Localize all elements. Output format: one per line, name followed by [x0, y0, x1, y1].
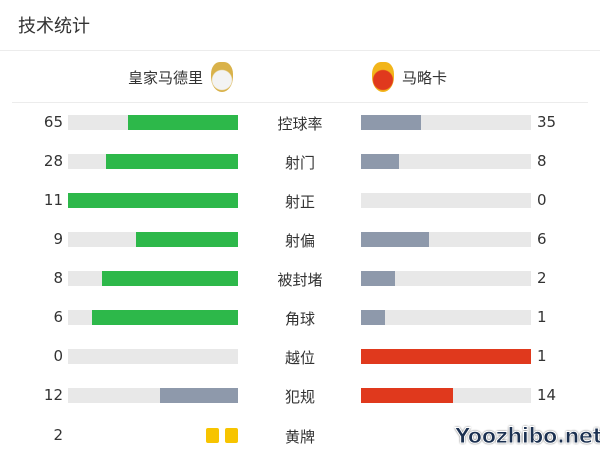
away-bar-fill: [361, 349, 531, 364]
home-bar-fill: [105, 154, 238, 169]
divider: [12, 102, 588, 103]
stat-row: 11 射正 0: [0, 191, 600, 211]
away-value: 35: [537, 113, 557, 131]
home-bar-fill: [136, 232, 238, 247]
stat-label: 犯规: [284, 388, 315, 406]
home-team: 皇家马德里: [128, 62, 234, 92]
home-bar: [68, 349, 238, 364]
away-team: 马略卡: [372, 62, 447, 92]
away-bar: [361, 232, 531, 247]
stat-label: 越位: [284, 349, 315, 367]
away-value: 6: [537, 230, 547, 248]
away-bar-fill: [361, 310, 386, 325]
stat-row: 8 被封堵 2: [0, 269, 600, 289]
home-value: 12: [43, 386, 63, 404]
away-bar-fill: [361, 154, 399, 169]
stat-row: 12 犯规 14: [0, 386, 600, 406]
away-bar: [361, 349, 531, 364]
home-value: 0: [53, 347, 63, 365]
home-bar: [68, 388, 238, 403]
stat-row: 0 越位 1: [0, 347, 600, 367]
home-value: 28: [43, 152, 63, 170]
home-bar-fill: [159, 388, 238, 403]
away-value: 0: [537, 191, 547, 209]
away-bar: [361, 115, 531, 130]
yellow-card-icon: [206, 428, 219, 443]
stat-row-yellow-cards: 2 黄牌: [0, 426, 600, 446]
away-bar-fill: [361, 115, 421, 130]
stat-label: 黄牌: [284, 428, 315, 446]
away-bar: [361, 154, 531, 169]
home-bar: [68, 193, 238, 208]
stat-label: 角球: [284, 310, 315, 328]
stat-row: 9 射偏 6: [0, 230, 600, 250]
home-value: 8: [53, 269, 63, 287]
stat-label: 射偏: [284, 232, 315, 250]
home-value: 2: [53, 426, 63, 444]
away-bar: [361, 193, 531, 208]
stat-row: 28 射门 8: [0, 152, 600, 172]
away-bar: [361, 310, 531, 325]
mallorca-crest-icon: [372, 62, 394, 92]
away-bar-fill: [361, 271, 395, 286]
stat-label: 射正: [284, 193, 315, 211]
stat-row: 6 角球 1: [0, 308, 600, 328]
away-value: 8: [537, 152, 547, 170]
page-title: 技术统计: [18, 16, 90, 37]
home-bar-fill: [127, 115, 238, 130]
away-bar-fill: [361, 388, 453, 403]
home-bar-fill: [68, 193, 238, 208]
home-bar: [68, 271, 238, 286]
home-value: 65: [43, 113, 63, 131]
away-bar-fill: [361, 232, 429, 247]
away-bar: [361, 271, 531, 286]
away-value: 2: [537, 269, 547, 287]
home-bar-fill: [92, 310, 238, 325]
yellow-card-icon: [225, 428, 238, 443]
away-value: 1: [537, 308, 547, 326]
home-bar: [68, 154, 238, 169]
home-bar: [68, 310, 238, 325]
real-madrid-crest-icon: [211, 62, 234, 92]
away-team-name: 马略卡: [402, 68, 448, 87]
away-value: 14: [537, 386, 557, 404]
home-bar: [68, 232, 238, 247]
home-team-name: 皇家马德里: [128, 68, 204, 87]
stat-row: 65 控球率 35: [0, 113, 600, 133]
watermark: Yoozhibo.net: [454, 424, 600, 449]
divider: [0, 50, 600, 51]
home-value: 9: [53, 230, 63, 248]
home-bar: [68, 115, 238, 130]
home-value: 11: [43, 191, 63, 209]
stat-label: 射门: [284, 154, 315, 172]
stat-label: 控球率: [277, 115, 323, 133]
away-bar: [361, 388, 531, 403]
home-bar-fill: [102, 271, 238, 286]
stat-label: 被封堵: [277, 271, 323, 289]
home-value: 6: [53, 308, 63, 326]
away-value: 1: [537, 347, 547, 365]
